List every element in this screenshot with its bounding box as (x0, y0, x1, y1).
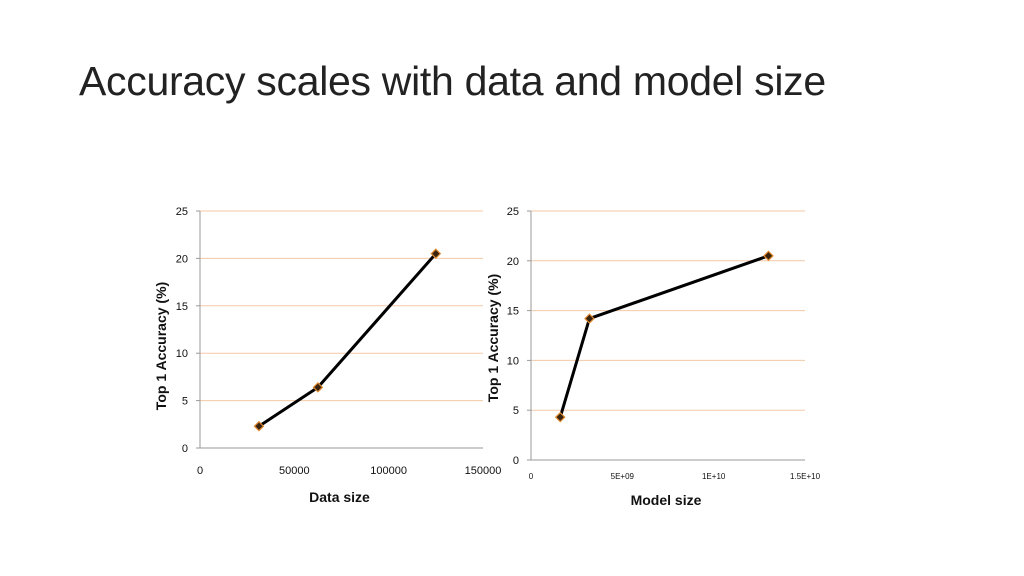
y-axis-label: Top 1 Accuracy (%) (485, 274, 501, 402)
y-tick-label: 5 (513, 405, 519, 417)
data-point (763, 250, 774, 262)
data-point (430, 248, 442, 260)
series-line (558, 254, 770, 419)
x-axis-label: Data size (309, 489, 370, 505)
slide-title: Accuracy scales with data and model size (79, 58, 826, 104)
y-tick-label: 20 (507, 256, 519, 268)
y-axis-label: Top 1 Accuracy (%) (153, 282, 169, 410)
x-tick-label: 0 (197, 465, 203, 477)
chart-model-size: 0 5 10 15 20 25 0 5E+09 1E+10 1.5E+10 Model size To… (485, 206, 821, 508)
data-point (312, 381, 324, 393)
x-tick-label: 1E+10 (702, 472, 726, 481)
y-tick-label: 15 (176, 301, 188, 313)
x-axis-label: Model size (631, 492, 702, 508)
data-point (253, 420, 265, 432)
y-tick-label: 15 (507, 306, 519, 318)
y-tick-label: 25 (176, 206, 188, 218)
x-tick-label: 150000 (465, 465, 502, 477)
data-point (554, 411, 566, 423)
y-tick-label: 25 (507, 206, 519, 218)
y-tick-label: 10 (176, 348, 188, 360)
data-point (584, 313, 595, 324)
y-tick-label: 10 (507, 355, 519, 367)
chart-data-size: 0 5 10 15 20 25 0 50000 100000 150000 Data size Top… (153, 206, 501, 505)
x-tick-label: 5E+09 (611, 472, 635, 481)
y-tick-label: 0 (513, 455, 519, 467)
x-tick-label: 100000 (370, 465, 407, 477)
y-tick-label: 5 (182, 396, 188, 408)
y-tick-label: 20 (176, 253, 188, 265)
x-tick-label: 1.5E+10 (790, 472, 821, 481)
x-tick-label: 0 (529, 472, 534, 481)
x-tick-label: 50000 (279, 465, 310, 477)
y-tick-label: 0 (182, 443, 188, 455)
